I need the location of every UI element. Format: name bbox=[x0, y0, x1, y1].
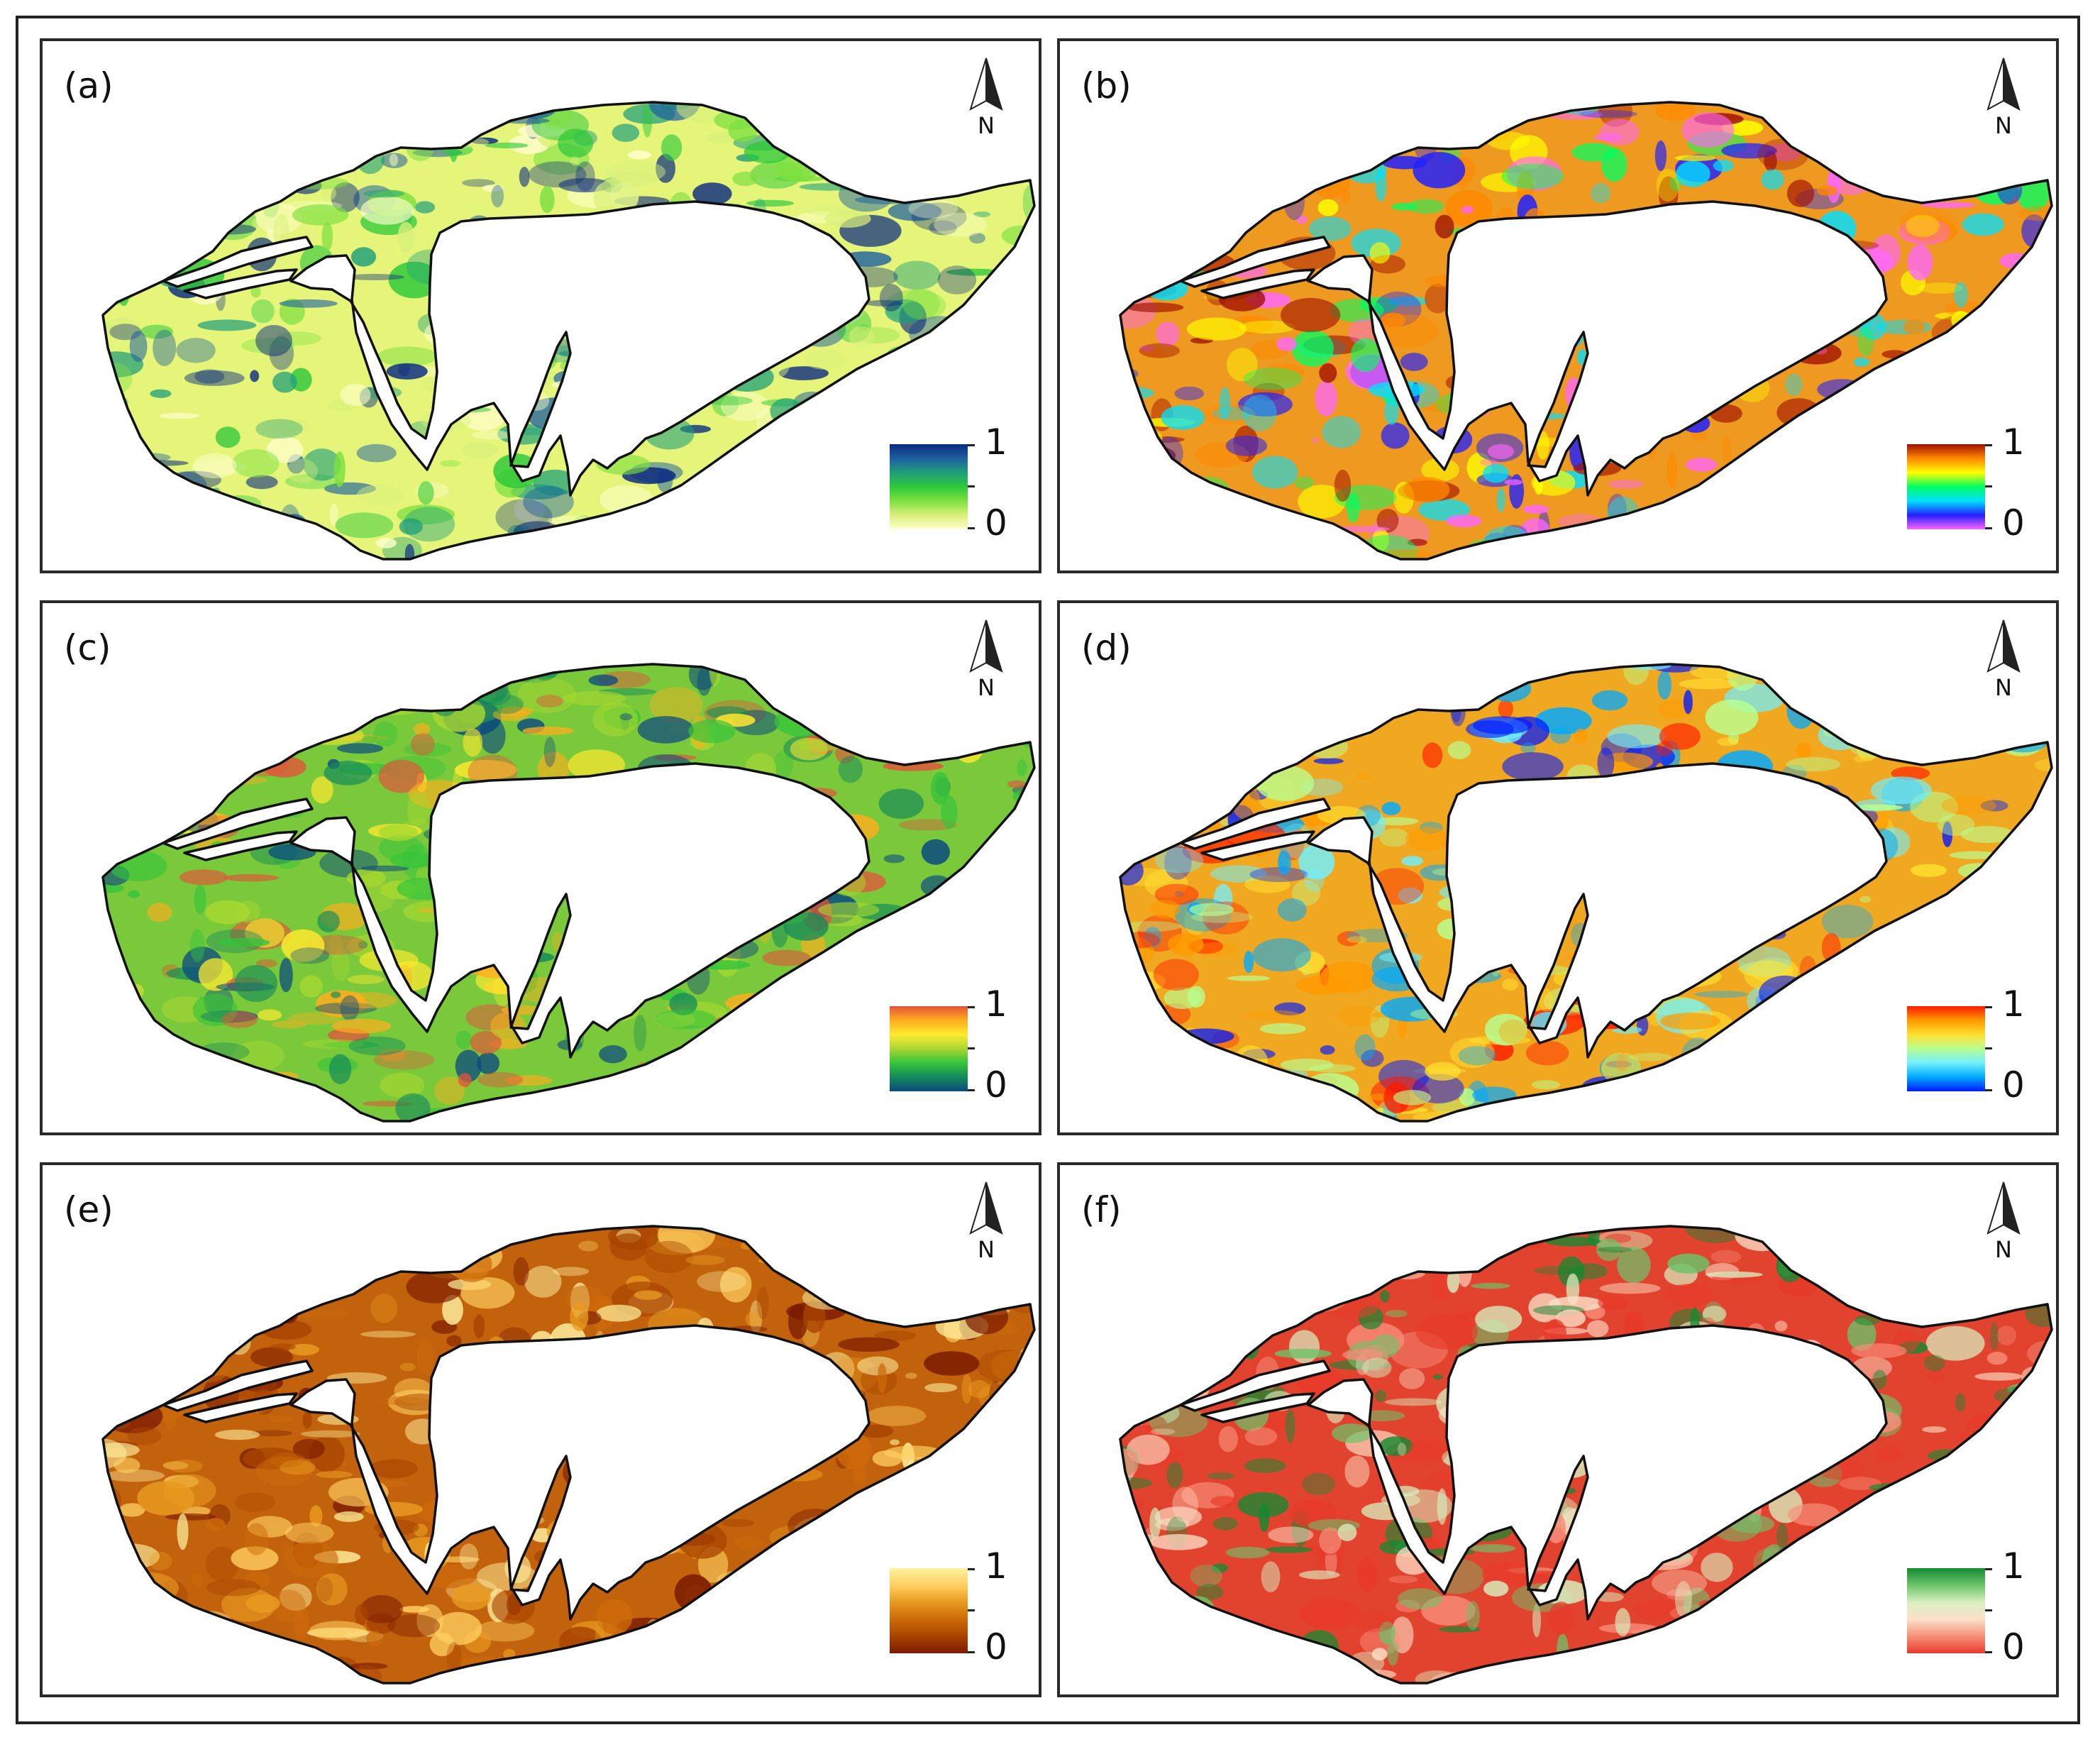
north-label: N bbox=[978, 674, 995, 701]
region-map bbox=[1119, 1225, 2053, 1685]
panel-label: (e) bbox=[64, 1189, 114, 1230]
legend-tick bbox=[968, 1651, 975, 1653]
north-arrow-icon: N bbox=[1986, 1181, 2021, 1263]
legend-tick bbox=[968, 527, 975, 529]
legend-tick bbox=[1985, 444, 1992, 446]
legend-tick bbox=[968, 1568, 975, 1570]
legend-max-label: 1 bbox=[2002, 983, 2025, 1025]
map-panel-a: (a) N 1 0 bbox=[40, 38, 1041, 573]
legend-gradient-bar bbox=[890, 1568, 968, 1653]
legend-tick bbox=[1985, 1047, 1992, 1049]
panel-label: (b) bbox=[1081, 65, 1132, 106]
north-arrow-icon: N bbox=[1986, 619, 2021, 701]
legend-min-label: 0 bbox=[985, 1626, 1007, 1667]
legend-tick bbox=[1985, 1651, 1992, 1653]
legend-min-label: 0 bbox=[985, 1064, 1007, 1106]
legend-max-label: 1 bbox=[985, 421, 1007, 463]
map-panel-d: (d) N 1 0 bbox=[1057, 600, 2059, 1135]
legend-tick bbox=[968, 1047, 975, 1049]
map-panel-e: (e) N 1 0 bbox=[40, 1162, 1041, 1697]
panel-label: (a) bbox=[64, 65, 114, 106]
panel-label: (c) bbox=[64, 627, 111, 668]
north-arrow-icon: N bbox=[969, 619, 1003, 701]
region-map bbox=[101, 663, 1036, 1123]
legend-gradient-bar bbox=[1907, 1006, 1985, 1091]
legend-tick bbox=[968, 485, 975, 487]
panel-label: (d) bbox=[1081, 627, 1132, 668]
legend-min-label: 0 bbox=[2002, 1626, 2025, 1667]
north-arrow-icon: N bbox=[969, 1181, 1003, 1263]
legend-max-label: 1 bbox=[2002, 1545, 2025, 1587]
north-arrow-icon: N bbox=[969, 57, 1003, 139]
legend-tick bbox=[968, 1006, 975, 1008]
legend-tick bbox=[1985, 1089, 1992, 1091]
legend-gradient-bar bbox=[1907, 1568, 1985, 1653]
legend-max-label: 1 bbox=[2002, 421, 2025, 463]
legend-min-label: 0 bbox=[2002, 1064, 2025, 1106]
north-arrow-icon: N bbox=[1986, 57, 2021, 139]
map-panel-f: (f) N 1 0 bbox=[1057, 1162, 2059, 1697]
legend-tick bbox=[968, 1609, 975, 1611]
legend-gradient-bar bbox=[890, 444, 968, 529]
north-label: N bbox=[1995, 674, 2012, 701]
map-panel-b: (b) N 1 0 bbox=[1057, 38, 2059, 573]
legend-tick bbox=[1985, 1006, 1992, 1008]
legend-max-label: 1 bbox=[985, 1545, 1007, 1587]
legend-tick bbox=[1985, 527, 1992, 529]
legend-tick bbox=[968, 444, 975, 446]
legend-gradient-bar bbox=[890, 1006, 968, 1091]
legend-min-label: 0 bbox=[985, 502, 1007, 544]
legend-tick bbox=[968, 1089, 975, 1091]
region-map bbox=[1119, 663, 2053, 1123]
panel-label: (f) bbox=[1081, 1189, 1122, 1230]
legend-max-label: 1 bbox=[985, 983, 1007, 1025]
legend-tick bbox=[1985, 1568, 1992, 1570]
north-label: N bbox=[978, 112, 995, 139]
legend-gradient-bar bbox=[1907, 444, 1985, 529]
north-label: N bbox=[1995, 1236, 2012, 1263]
region-map bbox=[101, 101, 1036, 561]
legend-tick bbox=[1985, 485, 1992, 487]
north-label: N bbox=[1995, 112, 2012, 139]
map-panel-c: (c) N 1 0 bbox=[40, 600, 1041, 1135]
legend-min-label: 0 bbox=[2002, 502, 2025, 544]
figure-frame bbox=[16, 16, 2080, 1724]
region-map bbox=[101, 1225, 1036, 1685]
legend-tick bbox=[1985, 1609, 1992, 1611]
north-label: N bbox=[978, 1236, 995, 1263]
